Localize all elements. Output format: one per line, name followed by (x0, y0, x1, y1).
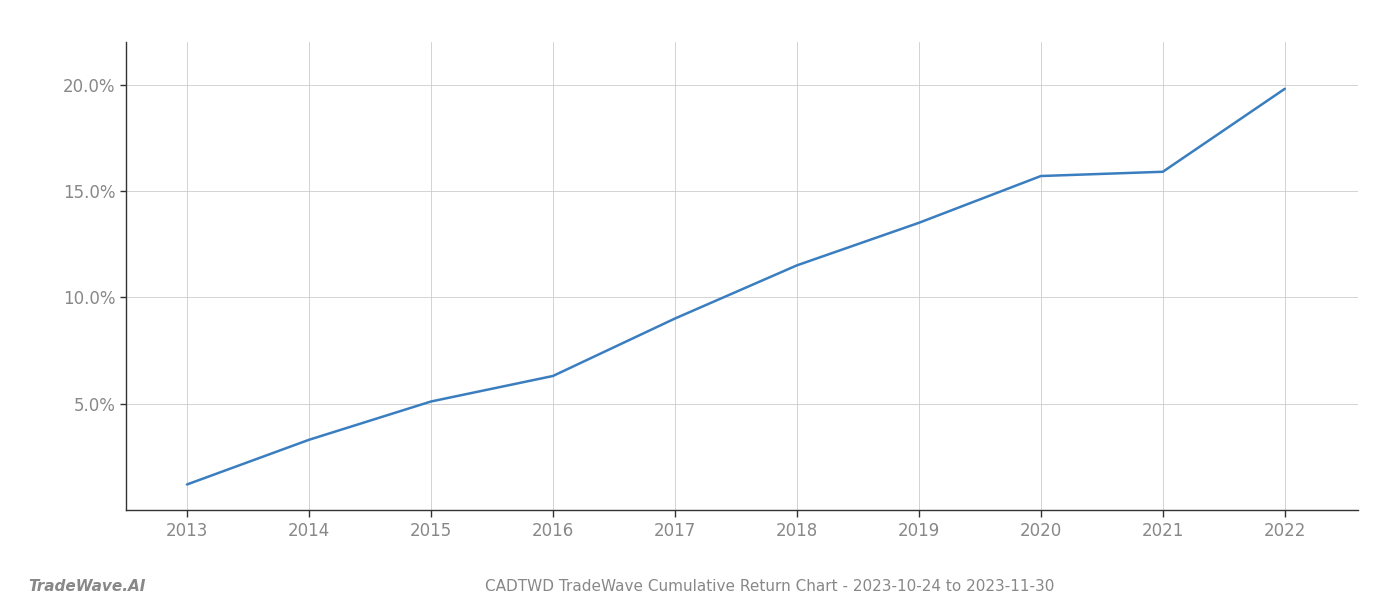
Text: CADTWD TradeWave Cumulative Return Chart - 2023-10-24 to 2023-11-30: CADTWD TradeWave Cumulative Return Chart… (486, 579, 1054, 594)
Text: TradeWave.AI: TradeWave.AI (28, 579, 146, 594)
